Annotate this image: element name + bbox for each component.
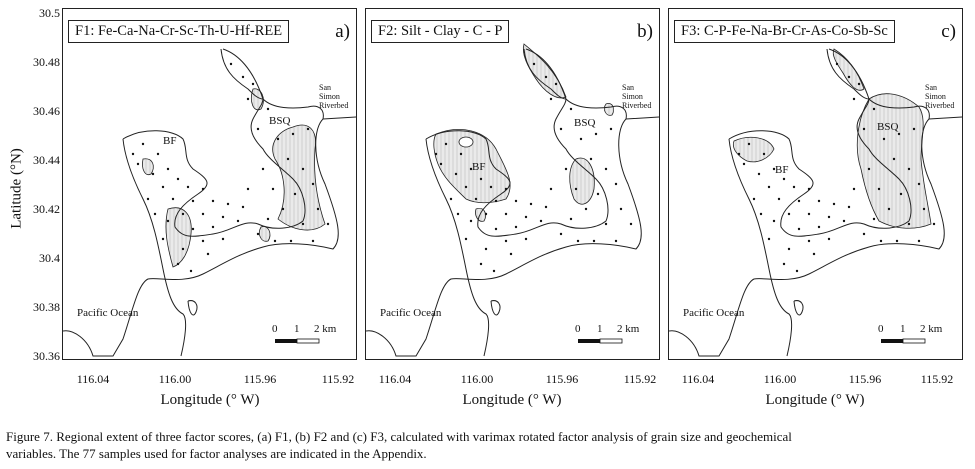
panel-a-letter: a) — [335, 21, 350, 42]
x-tick: 115.92 — [920, 372, 954, 386]
riverbed-label: San Simon Riverbed — [925, 83, 955, 110]
scale-2km: 2 km — [920, 323, 943, 335]
x-tick: 115.96 — [545, 372, 579, 386]
bf-label: BF — [775, 164, 789, 176]
x-tick: 115.96 — [243, 372, 277, 386]
x-tick: 115.92 — [321, 372, 355, 386]
riverbed-label: San Simon Riverbed — [622, 83, 652, 110]
scale-2km: 2 km — [314, 323, 337, 335]
y-tick: 30.48 — [33, 55, 60, 69]
map-a-drawing — [63, 48, 356, 357]
scale-1: 1 — [597, 323, 603, 335]
ocean-label: Pacific Ocean — [77, 307, 139, 319]
scale-bar — [275, 338, 320, 344]
y-axis-label: Latitude (°N) — [8, 148, 25, 229]
x-tick: 116.04 — [681, 372, 715, 386]
bsq-label: BSQ — [269, 115, 291, 127]
scale-0: 0 — [878, 323, 884, 335]
scale-bar — [881, 338, 926, 344]
map-panel-c: F3: C-P-Fe-Na-Br-Cr-As-Co-Sb-Sc c) BF BS… — [668, 8, 963, 360]
scale-1: 1 — [900, 323, 906, 335]
bf-label: BF — [163, 135, 177, 147]
x-tick: 116.00 — [460, 372, 494, 386]
y-tick: 30.5 — [39, 6, 60, 20]
caption-line-1: Figure 7. Regional extent of three facto… — [6, 429, 792, 444]
y-tick: 30.44 — [33, 153, 60, 167]
y-tick: 30.4 — [39, 251, 60, 265]
x-axis-label: Longitude (° W) — [160, 392, 260, 408]
x-tick: 116.00 — [158, 372, 192, 386]
x-axis-label: Longitude (° W) — [765, 392, 865, 408]
riverbed-label: San Simon Riverbed — [319, 83, 349, 110]
map-b-drawing — [366, 43, 659, 357]
map-c-drawing — [669, 48, 962, 357]
map-panel-a: F1: Fe-Ca-Na-Cr-Sc-Th-U-Hf-REE a) BF BSQ… — [62, 8, 357, 360]
x-tick: 115.92 — [623, 372, 657, 386]
figure-caption: Figure 7. Regional extent of three facto… — [6, 428, 971, 462]
y-tick: 30.46 — [33, 104, 60, 118]
bf-label: BF — [472, 161, 486, 173]
ocean-label: Pacific Ocean — [380, 307, 442, 319]
y-tick: 30.42 — [33, 202, 60, 216]
x-tick: 116.04 — [76, 372, 110, 386]
bsq-label: BSQ — [574, 117, 596, 129]
scale-2km: 2 km — [617, 323, 640, 335]
caption-line-2: variables. The 77 samples used for facto… — [6, 446, 427, 461]
panel-b-letter: b) — [637, 21, 653, 42]
x-tick: 116.04 — [378, 372, 412, 386]
y-tick: 30.38 — [33, 300, 60, 314]
panel-c-title: F3: C-P-Fe-Na-Br-Cr-As-Co-Sb-Sc — [674, 20, 895, 43]
x-axis-label: Longitude (° W) — [462, 392, 562, 408]
scale-1: 1 — [294, 323, 300, 335]
panel-a-title: F1: Fe-Ca-Na-Cr-Sc-Th-U-Hf-REE — [68, 20, 290, 43]
scale-bar — [578, 338, 623, 344]
panel-c-letter: c) — [941, 21, 956, 42]
panel-b-title: F2: Silt - Clay - C - P — [371, 20, 510, 43]
figure: Latitude (°N) 30.5 30.48 30.46 30.44 30.… — [8, 6, 963, 408]
ocean-label: Pacific Ocean — [683, 307, 745, 319]
map-panel-b: F2: Silt - Clay - C - P b) BF BSQ Pacifi… — [365, 8, 660, 360]
scale-0: 0 — [575, 323, 581, 335]
bsq-label: BSQ — [877, 121, 899, 133]
y-tick: 30.36 — [33, 349, 60, 363]
scale-0: 0 — [272, 323, 278, 335]
x-tick: 116.00 — [763, 372, 797, 386]
x-tick: 115.96 — [848, 372, 882, 386]
